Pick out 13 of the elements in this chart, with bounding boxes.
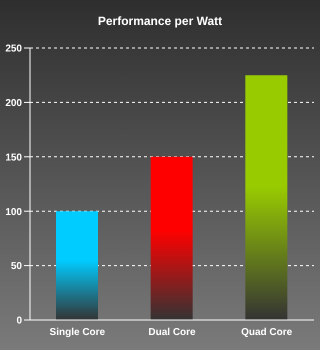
- y-tick-label: 200: [5, 98, 22, 109]
- chart-title: Performance per Watt: [96, 14, 224, 28]
- y-tick-label: 250: [5, 44, 22, 55]
- x-tick-label: Quad Core: [241, 327, 293, 338]
- bar: [56, 211, 98, 320]
- y-tick-label: 100: [5, 206, 22, 218]
- y-tick-label: 50: [10, 261, 22, 272]
- y-tick-label: 150: [5, 152, 22, 164]
- bar: [150, 156, 193, 320]
- x-tick-label: Dual Core: [148, 327, 196, 338]
- x-tick-label: Single Core: [50, 327, 106, 338]
- y-tick-label: 0: [16, 316, 22, 327]
- bar: [245, 75, 288, 320]
